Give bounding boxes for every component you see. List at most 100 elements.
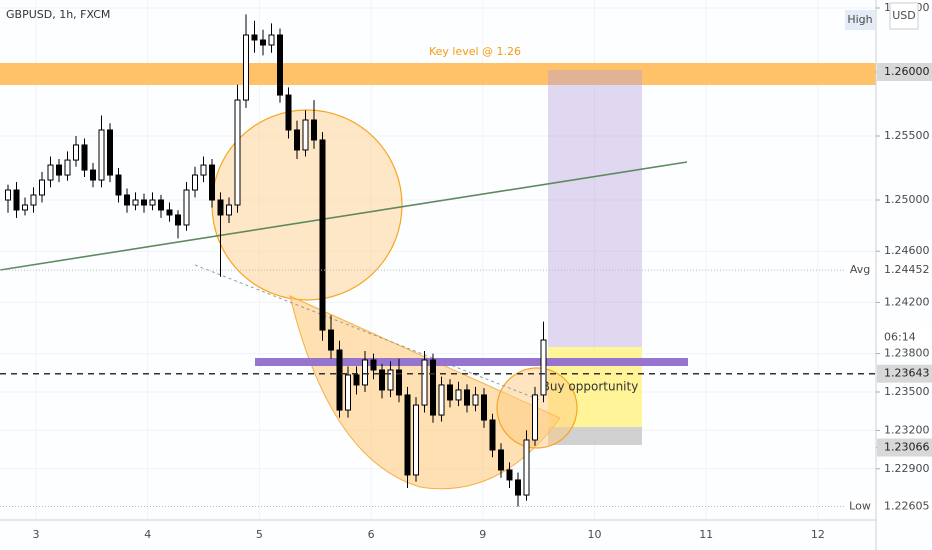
level-label-box bbox=[877, 63, 932, 81]
x-tick-label: 4 bbox=[144, 528, 151, 541]
high-label-box bbox=[845, 10, 875, 30]
candle-body bbox=[464, 389, 470, 406]
stat-name-box bbox=[845, 261, 875, 280]
stat-label: 1.22605 bbox=[884, 500, 930, 513]
stat-name: Low bbox=[849, 500, 871, 513]
x-tick-label: 5 bbox=[256, 528, 263, 541]
candle-body bbox=[311, 119, 317, 141]
candle-body bbox=[345, 374, 351, 411]
x-tick-label: 3 bbox=[33, 528, 40, 541]
candle-body bbox=[5, 189, 11, 201]
countdown: 06:14 bbox=[884, 331, 916, 344]
candle-body bbox=[56, 164, 62, 176]
candle-body bbox=[515, 479, 521, 496]
x-tick-label: 6 bbox=[368, 528, 375, 541]
candle-body bbox=[22, 204, 28, 211]
candle-body bbox=[413, 404, 419, 476]
candle-body bbox=[13, 189, 20, 211]
guide-line bbox=[194, 264, 541, 401]
buy-label: Buy opportunity bbox=[542, 380, 639, 394]
key-level-band bbox=[0, 63, 876, 85]
stop-zone bbox=[548, 427, 642, 445]
candle-body bbox=[81, 144, 88, 171]
candle-body bbox=[234, 99, 241, 206]
candle-body bbox=[540, 339, 547, 396]
overlay: Avg 1.24452 Low 1.22605 1.26000 06:14 1.23643 1… bbox=[0, 63, 932, 516]
candle-body bbox=[141, 199, 147, 206]
candle-body bbox=[370, 359, 377, 371]
candle-body bbox=[472, 394, 479, 406]
neckline bbox=[255, 358, 688, 366]
candle-body bbox=[396, 369, 402, 396]
candle-body bbox=[302, 119, 309, 151]
level-label: 1.23066 bbox=[884, 441, 930, 454]
candle-body bbox=[175, 214, 181, 226]
candle-body bbox=[498, 449, 504, 471]
y-tick-label: 1.23200 bbox=[884, 423, 930, 436]
candle-body bbox=[387, 369, 394, 391]
x-tick-label: 11 bbox=[699, 528, 713, 541]
candle-body bbox=[336, 349, 343, 411]
candle-body bbox=[107, 129, 113, 176]
candle-body bbox=[489, 419, 496, 451]
stat-label: 1.24452 bbox=[884, 263, 930, 276]
candle-body bbox=[226, 204, 232, 216]
candle-body bbox=[523, 439, 530, 496]
candle-body bbox=[243, 34, 249, 101]
candle-body bbox=[73, 144, 79, 161]
candle-body bbox=[260, 39, 266, 46]
trend-line bbox=[0, 161, 688, 271]
candle-body bbox=[115, 174, 122, 196]
level-label-box bbox=[877, 364, 932, 383]
candle-body bbox=[319, 139, 326, 331]
y-tick-label: 1.23800 bbox=[884, 347, 930, 360]
candle-body bbox=[404, 394, 411, 476]
y-tick-label: 1.24200 bbox=[884, 295, 930, 308]
stat-label-box bbox=[877, 261, 932, 280]
y-tick-label: 1.23500 bbox=[884, 385, 930, 398]
candle-body bbox=[438, 384, 445, 416]
candle-body bbox=[217, 199, 224, 216]
candle-body bbox=[166, 209, 173, 216]
candle-body bbox=[379, 369, 385, 391]
candle-body bbox=[209, 164, 215, 201]
target-zone bbox=[548, 70, 642, 347]
currency: USD bbox=[892, 9, 916, 22]
candle-body bbox=[39, 179, 45, 196]
candle-body bbox=[430, 359, 436, 416]
y-tick-label: 1.25000 bbox=[884, 193, 930, 206]
currency-box bbox=[889, 2, 919, 30]
candle-body bbox=[455, 389, 462, 401]
candles bbox=[5, 14, 547, 507]
candle-body bbox=[447, 384, 453, 401]
candle-body bbox=[294, 129, 300, 151]
candle-body bbox=[158, 199, 164, 211]
high-label: High bbox=[847, 13, 872, 26]
stat-name: Avg bbox=[850, 263, 870, 276]
candle-body bbox=[124, 194, 130, 206]
candle-body bbox=[149, 199, 156, 206]
level-label: 1.26000 bbox=[884, 65, 930, 78]
candle-body bbox=[285, 94, 292, 131]
candle-body bbox=[353, 374, 360, 386]
candle-body bbox=[64, 159, 71, 176]
candle-body bbox=[532, 394, 538, 441]
stat-name-box bbox=[845, 497, 875, 516]
key-level-label: Key level @ 1.26 bbox=[429, 45, 521, 58]
y-tick-label: 1.25500 bbox=[884, 129, 930, 142]
candle-body bbox=[362, 359, 368, 386]
candle-body bbox=[268, 34, 275, 46]
candle-body bbox=[421, 359, 428, 406]
y-tick-label: 1.22900 bbox=[884, 462, 930, 475]
x-tick-label: 9 bbox=[479, 528, 486, 541]
candle-body bbox=[506, 469, 513, 481]
candle-body bbox=[98, 129, 105, 181]
candle-body bbox=[47, 164, 54, 181]
chart-title: GBPUSD, 1h, FXCM bbox=[6, 8, 110, 21]
x-tick-label: 10 bbox=[588, 528, 602, 541]
candle-body bbox=[192, 174, 198, 191]
candle-body bbox=[183, 189, 190, 226]
candle-body bbox=[90, 169, 96, 181]
candle-body bbox=[251, 34, 258, 41]
